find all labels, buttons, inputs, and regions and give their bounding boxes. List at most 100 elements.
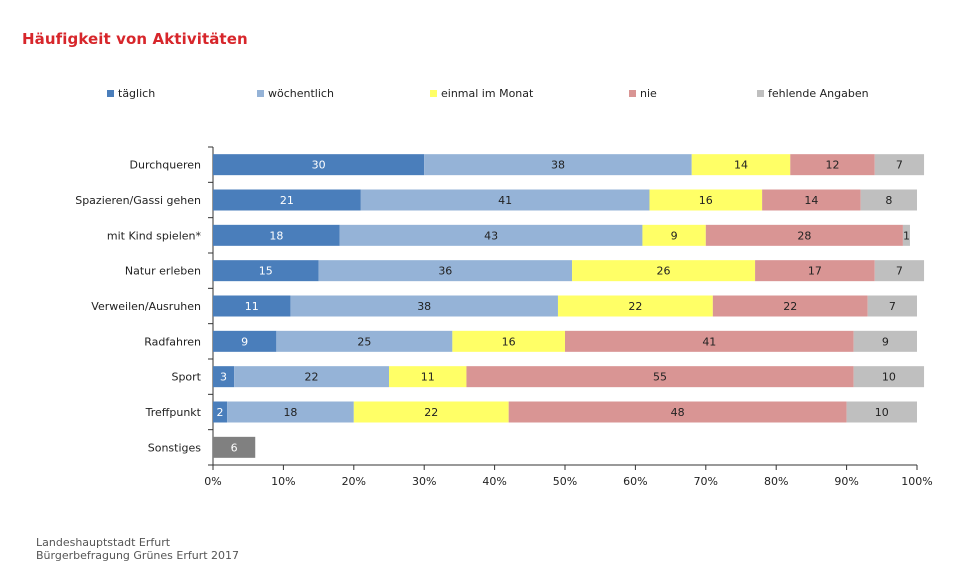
bar-taeglich-treffpunkt (213, 401, 228, 423)
data-label-einmal-im-monat-sport: 11 (421, 371, 435, 384)
bar-fehlende-angaben-mit-kind-spielen (902, 224, 910, 246)
data-label-einmal-im-monat-natur-erleben: 26 (657, 265, 671, 278)
bar-woechentlich-radfahren (276, 330, 453, 352)
data-label-woechentlich-treffpunkt: 18 (283, 406, 297, 419)
data-label-taeglich-mit-kind-spielen: 18 (269, 229, 283, 242)
x-tick-label: 100% (901, 475, 932, 488)
footer: Landeshauptstadt Erfurt Bürgerbefragung … (36, 536, 239, 562)
chart-title: Häufigkeit von Aktivitäten (22, 30, 248, 48)
data-label-fehlende-angaben-sport: 10 (882, 371, 896, 384)
category-label-radfahren: Radfahren (144, 335, 201, 348)
data-label-einmal-im-monat-spazieren-gassi-gehen: 16 (699, 194, 713, 207)
data-label-taeglich-durchqueren: 30 (312, 159, 326, 172)
data-label-taeglich-spazieren-gassi-gehen: 21 (280, 194, 294, 207)
x-tick-label: 30% (412, 475, 436, 488)
bar-einmal-im-monat-durchqueren (691, 154, 791, 176)
legend-swatch-fehlende-angaben (757, 90, 764, 97)
data-label-fehlende-angaben-natur-erleben: 7 (896, 265, 903, 278)
data-label-woechentlich-spazieren-gassi-gehen: 41 (498, 194, 512, 207)
bar-taeglich-mit-kind-spielen (213, 224, 340, 246)
bar-nie-natur-erleben (755, 260, 875, 282)
data-label-woechentlich-radfahren: 25 (357, 335, 371, 348)
bar-woechentlich-mit-kind-spielen (339, 224, 643, 246)
bar-fehlende-angaben-durchqueren (874, 154, 925, 176)
bar-woechentlich-treffpunkt (227, 401, 354, 423)
bar-nie-radfahren (565, 330, 854, 352)
data-label-woechentlich-sport: 22 (305, 371, 319, 384)
legend: täglich wöchentlich einmal im Monat nie … (0, 87, 960, 107)
data-label-woechentlich-durchqueren: 38 (551, 159, 565, 172)
bar-fehlende-angaben-spazieren-gassi-gehen (860, 189, 917, 211)
data-label-fehlende-angaben-verweilen-ausruhen: 7 (889, 300, 896, 313)
data-label-nie-verweilen-ausruhen: 22 (783, 300, 797, 313)
bar-fehlende-angaben-sport (853, 366, 925, 388)
category-label-treffpunkt: Treffpunkt (145, 406, 202, 419)
data-label-einmal-im-monat-durchqueren: 14 (734, 159, 748, 172)
data-label-einmal-im-monat-treffpunkt: 22 (424, 406, 438, 419)
category-label-natur-erleben: Natur erleben (125, 265, 201, 278)
data-label-fehlende-angaben-mit-kind-spielen: 1 (903, 229, 910, 242)
legend-item-taeglich: täglich (107, 87, 155, 100)
legend-swatch-woechentlich (257, 90, 264, 97)
legend-swatch-einmal-im-monat (430, 90, 437, 97)
data-label-einmal-im-monat-mit-kind-spielen: 9 (671, 229, 678, 242)
bar-nie-verweilen-ausruhen (712, 295, 868, 317)
bar-einmal-im-monat-verweilen-ausruhen (557, 295, 713, 317)
data-label-nie-durchqueren: 12 (826, 159, 840, 172)
bar-nie-durchqueren (790, 154, 875, 176)
bar-woechentlich-spazieren-gassi-gehen (360, 189, 650, 211)
bar-sonstiges (213, 436, 256, 458)
category-label-spazieren-gassi-gehen: Spazieren/Gassi gehen (75, 194, 201, 207)
data-label-fehlende-angaben-durchqueren: 7 (896, 159, 903, 172)
data-label-woechentlich-natur-erleben: 36 (438, 265, 452, 278)
bar-fehlende-angaben-radfahren (853, 330, 917, 352)
data-label-fehlende-angaben-spazieren-gassi-gehen: 8 (885, 194, 892, 207)
bar-einmal-im-monat-mit-kind-spielen (642, 224, 706, 246)
data-label-taeglich-verweilen-ausruhen: 11 (245, 300, 259, 313)
bar-einmal-im-monat-spazieren-gassi-gehen (649, 189, 763, 211)
x-tick-label: 40% (482, 475, 506, 488)
bar-einmal-im-monat-radfahren (452, 330, 565, 352)
legend-label-woechentlich: wöchentlich (268, 87, 334, 100)
x-tick-label: 50% (553, 475, 577, 488)
x-tick-label: 60% (623, 475, 647, 488)
data-label-nie-spazieren-gassi-gehen: 14 (804, 194, 818, 207)
data-label-sonstiges: 6 (231, 441, 238, 454)
x-tick-label: 10% (271, 475, 295, 488)
bar-taeglich-natur-erleben (213, 260, 319, 282)
footer-survey: Bürgerbefragung Grünes Erfurt 2017 (36, 549, 240, 562)
x-tick-label: 90% (834, 475, 858, 488)
x-tick-label: 0% (204, 475, 221, 488)
legend-item-nie: nie (629, 87, 657, 100)
bar-fehlende-angaben-natur-erleben (874, 260, 925, 282)
bar-fehlende-angaben-verweilen-ausruhen (867, 295, 917, 317)
legend-label-taeglich: täglich (118, 87, 156, 100)
bar-taeglich-verweilen-ausruhen (213, 295, 291, 317)
bar-einmal-im-monat-treffpunkt (353, 401, 509, 423)
data-label-nie-natur-erleben: 17 (808, 265, 822, 278)
bar-woechentlich-natur-erleben (318, 260, 573, 282)
category-label-mit-kind-spielen: mit Kind spielen* (107, 229, 202, 242)
data-label-taeglich-sport: 3 (220, 371, 227, 384)
bar-woechentlich-verweilen-ausruhen (290, 295, 558, 317)
legend-label-nie: nie (640, 87, 657, 100)
data-label-taeglich-radfahren: 9 (241, 335, 248, 348)
bar-einmal-im-monat-sport (389, 366, 467, 388)
legend-label-einmal-im-monat: einmal im Monat (441, 87, 534, 100)
bar-taeglich-spazieren-gassi-gehen (213, 189, 361, 211)
category-label-sonstiges: Sonstiges (148, 441, 202, 454)
x-tick-label: 20% (342, 475, 366, 488)
bar-nie-mit-kind-spielen (705, 224, 903, 246)
category-label-durchqueren: Durchqueren (130, 159, 202, 172)
legend-swatch-taeglich (107, 90, 114, 97)
data-label-nie-treffpunkt: 48 (671, 406, 685, 419)
data-label-nie-radfahren: 41 (702, 335, 716, 348)
bar-woechentlich-durchqueren (424, 154, 692, 176)
data-label-nie-sport: 55 (653, 371, 667, 384)
bar-taeglich-sport (213, 366, 235, 388)
data-label-fehlende-angaben-treffpunkt: 10 (875, 406, 889, 419)
bar-nie-spazieren-gassi-gehen (762, 189, 861, 211)
category-label-sport: Sport (171, 371, 201, 384)
bar-einmal-im-monat-natur-erleben (572, 260, 756, 282)
